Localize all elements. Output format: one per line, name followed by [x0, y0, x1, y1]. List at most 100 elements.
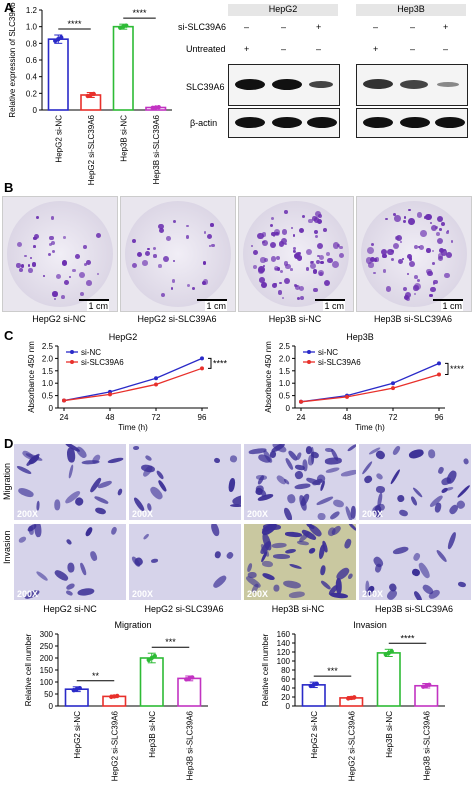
colony [426, 269, 432, 275]
blot-actin-hepg2 [228, 108, 340, 138]
colony [279, 281, 282, 285]
colony [314, 210, 321, 217]
hepg2-si-2: – [281, 22, 287, 32]
colony [332, 241, 340, 249]
x-axis-label: Time (h) [355, 423, 385, 432]
colony [366, 246, 374, 254]
cell [426, 449, 436, 459]
colony [80, 292, 84, 296]
significance-bracket [208, 357, 212, 369]
colony [136, 251, 142, 258]
colony [374, 257, 380, 262]
colony [158, 223, 164, 230]
cell [286, 493, 297, 505]
colony [394, 215, 401, 222]
colony [261, 281, 268, 288]
colony [382, 253, 387, 259]
colony [173, 259, 176, 262]
scale-label: 1 cm [323, 301, 345, 311]
cell [67, 464, 74, 479]
hep3b-header-bar: Hep3B [356, 4, 466, 16]
colony [446, 252, 452, 259]
colony [79, 272, 86, 278]
scale-bar [197, 299, 227, 301]
colony [338, 252, 345, 258]
scale-bar [315, 299, 345, 301]
colony [28, 264, 31, 267]
colony [283, 277, 291, 285]
x-tick-label: Hep3B si-NC [385, 711, 394, 758]
cell [375, 472, 385, 482]
bar [47, 38, 69, 111]
y-tick-label: 1.0 [42, 379, 54, 388]
bar [414, 684, 439, 707]
hep3b-header: Hep3B [397, 4, 425, 14]
colony [61, 295, 66, 300]
row-label-slc39a6: SLC39A6 [186, 82, 225, 92]
cell [110, 525, 119, 535]
x-tick-label: 96 [435, 413, 444, 422]
colony [274, 265, 280, 271]
colony [409, 260, 416, 267]
colony [372, 271, 376, 275]
migration-image: 200X [359, 444, 471, 520]
scale-label: 1 cm [205, 301, 227, 311]
colony [271, 231, 276, 237]
hepg2-untreated-2: – [281, 44, 287, 54]
colony [446, 231, 449, 234]
cell [456, 484, 471, 499]
legend-label: si-SLC39A6 [318, 358, 361, 367]
cell [302, 458, 308, 472]
colony [371, 242, 375, 246]
cell [446, 531, 458, 550]
colony [425, 213, 432, 221]
magnification-label: 200X [362, 509, 384, 519]
colony [253, 250, 259, 256]
cell [307, 546, 317, 556]
y-tick-label: 120 [277, 648, 291, 657]
colony [431, 249, 435, 253]
significance-label: ** [92, 671, 100, 681]
legend-marker [70, 350, 74, 354]
y-tick-label: 0 [33, 106, 38, 115]
cell [108, 456, 125, 464]
blot-band [435, 117, 465, 128]
x-axis-label: Time (h) [118, 423, 148, 432]
cell [142, 532, 150, 540]
colony [408, 257, 413, 261]
colony [323, 228, 328, 232]
bar-chart-expression: 0 0.2 0.4 0.6 0.8 1.0 1.2 Relative expression o… [8, 2, 172, 185]
colony [405, 291, 412, 298]
cell [392, 544, 410, 556]
colony [258, 277, 265, 283]
invasion-image: 200X [359, 524, 471, 600]
colony [400, 241, 403, 244]
cell [65, 589, 74, 596]
y-tick-label: 0.5 [279, 392, 291, 401]
colony [263, 264, 266, 267]
invasion-image: 200X [244, 524, 356, 600]
hep3b-untreated-2: – [410, 44, 416, 54]
significance-label: *** [327, 666, 338, 676]
colony [270, 256, 277, 262]
colony [301, 214, 305, 218]
magnification-label: 200X [132, 589, 154, 599]
cell [284, 530, 303, 537]
cell [389, 468, 402, 485]
x-tick-label: Hep3B si-NC [148, 711, 157, 758]
x-tick-label: HepG2 si-SLC39A6 [347, 710, 356, 781]
colony [296, 251, 300, 256]
cell [317, 512, 326, 520]
series-line [63, 367, 203, 402]
blot-slc39a6-hepg2 [228, 64, 340, 106]
y-tick-label: 1.0 [279, 379, 291, 388]
magnification-label: 200X [247, 509, 269, 519]
colony [279, 270, 283, 274]
cell [316, 495, 335, 506]
colony [284, 242, 287, 246]
colony [331, 261, 339, 269]
cell [67, 562, 75, 573]
y-tick-label: 1.5 [42, 367, 54, 376]
scale-label: 1 cm [441, 301, 463, 311]
colony [29, 257, 32, 260]
